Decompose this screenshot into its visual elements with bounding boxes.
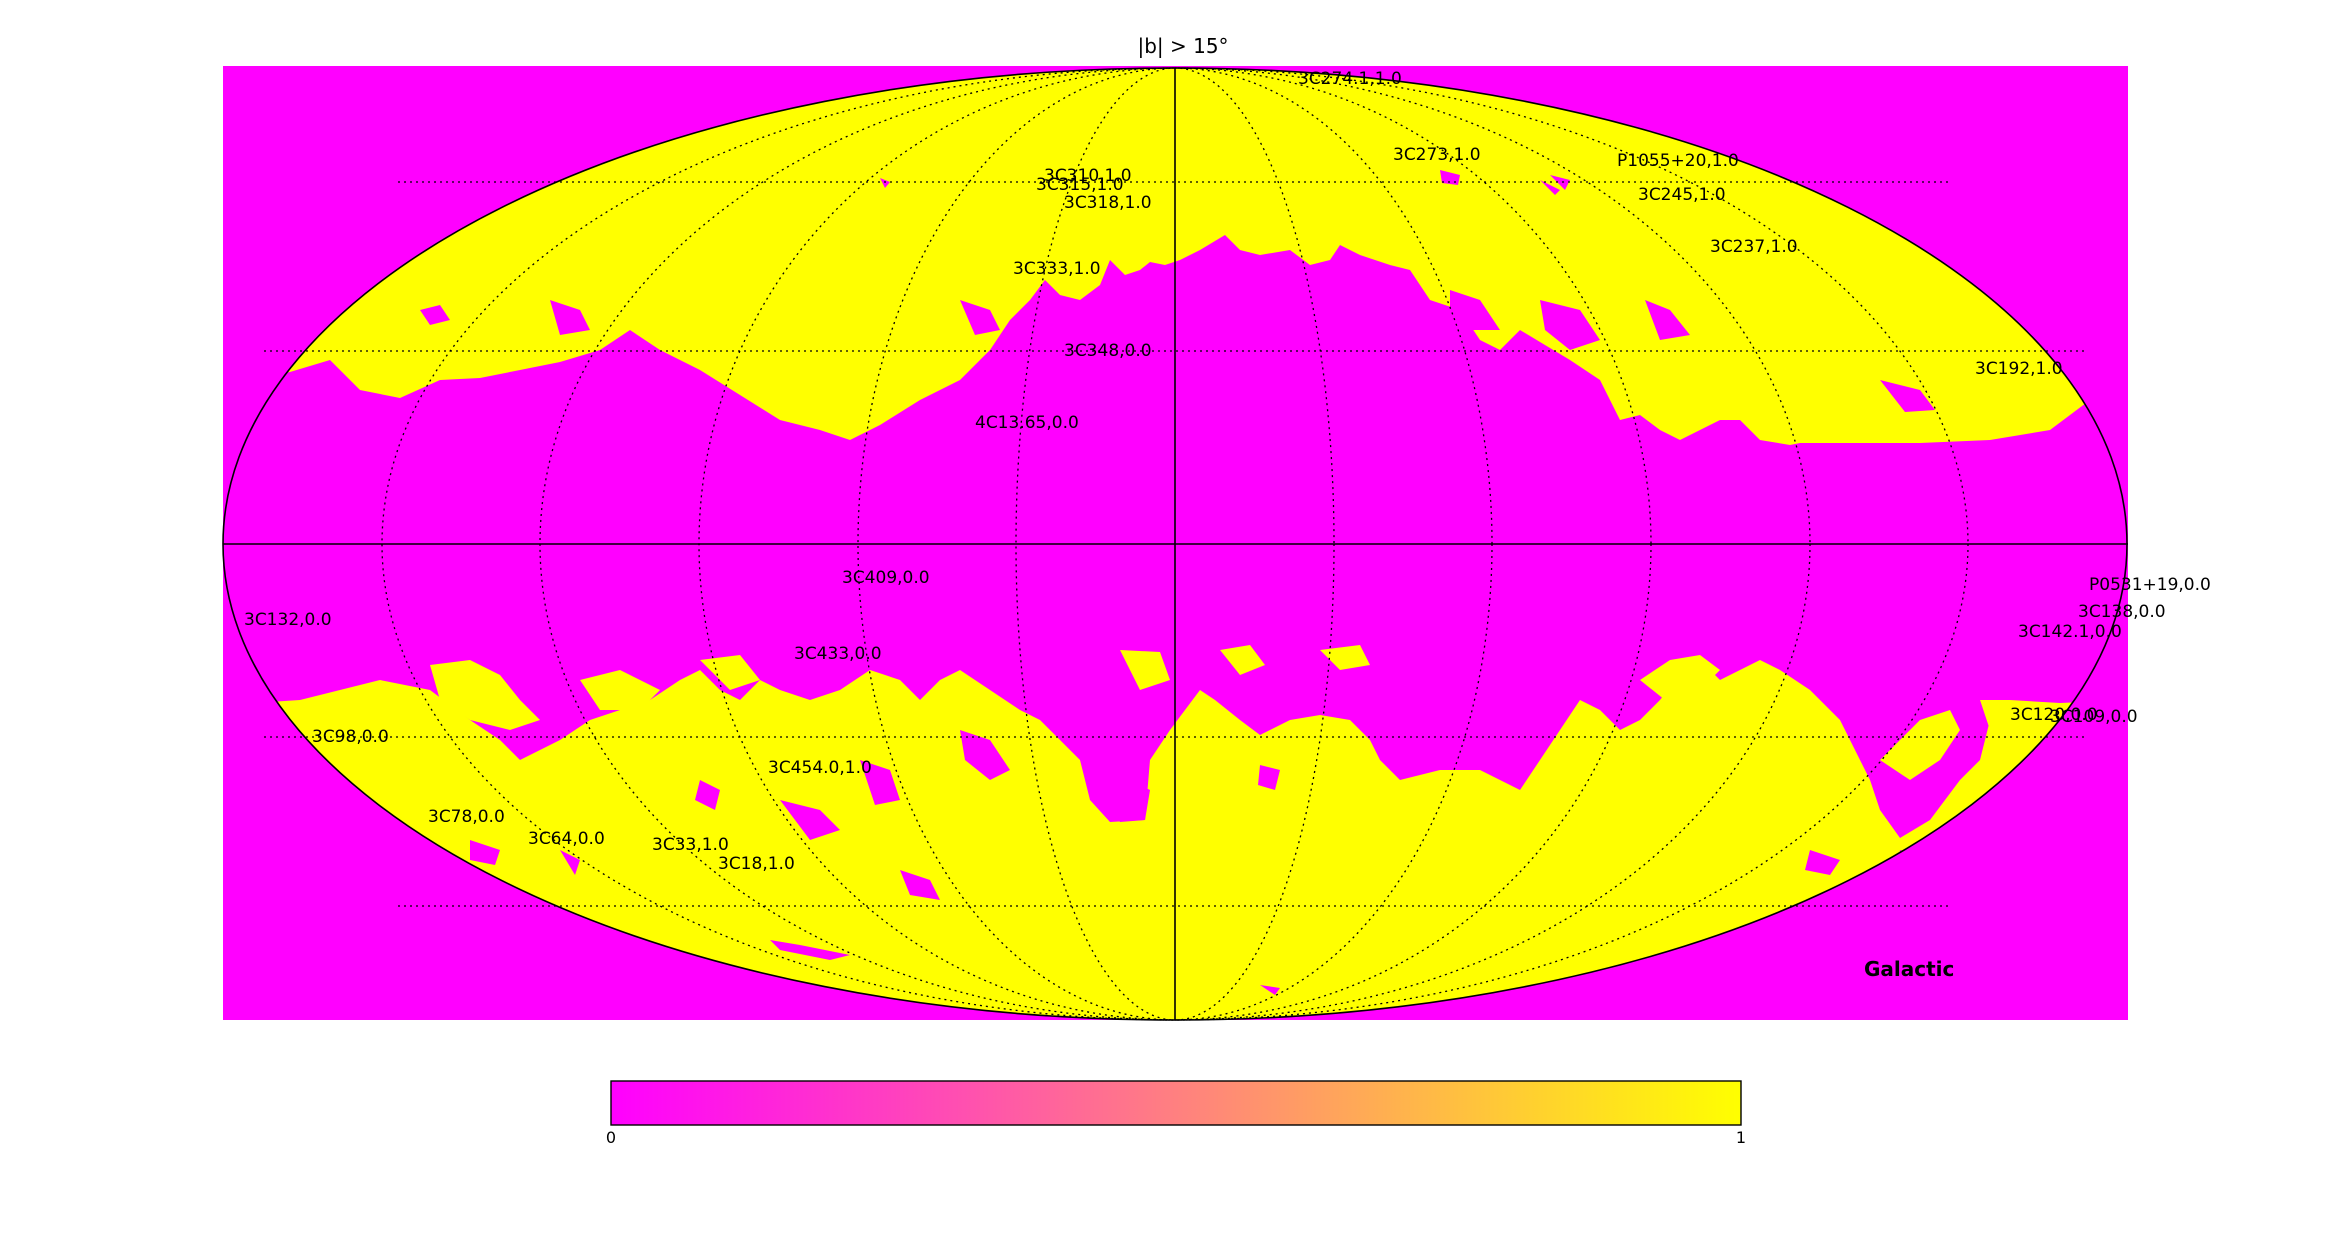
colorbar-min-label: 0 (606, 1128, 616, 1147)
source-label: P1055+20,1.0 (1617, 151, 1739, 171)
source-label: 3C142.1,0.0 (2018, 622, 2122, 642)
source-label: 3C109,0.0 (2050, 707, 2138, 727)
source-label: 3C454.0,1.0 (768, 758, 872, 778)
source-label: 3C33,1.0 (652, 835, 729, 855)
source-label: 3C315,1.0 (1036, 175, 1124, 195)
source-label: 3C273,1.0 (1393, 145, 1481, 165)
source-label: 3C192,1.0 (1975, 359, 2063, 379)
source-label: 3C348,0.0 (1064, 341, 1152, 361)
source-label: 3C78,0.0 (428, 807, 505, 827)
source-label: 3C409,0.0 (842, 568, 930, 588)
coordinate-frame-label: Galactic (1864, 957, 1954, 981)
source-label: 3C245,1.0 (1638, 185, 1726, 205)
source-label: 4C13.65,0.0 (975, 413, 1079, 433)
source-label: 3C64,0.0 (528, 829, 605, 849)
source-label: 3C138,0.0 (2078, 602, 2166, 622)
source-label: 3C18,1.0 (718, 854, 795, 874)
source-label: 3C132,0.0 (244, 610, 332, 630)
colorbar-max-label: 1 (1736, 1128, 1746, 1147)
source-label: 3C274.1,1.0 (1298, 69, 1402, 89)
source-label: 3C433,0.0 (794, 644, 882, 664)
source-label: 3C237,1.0 (1710, 237, 1798, 257)
source-label: 3C333,1.0 (1013, 259, 1101, 279)
colorbar: 0 1 (606, 1081, 1746, 1147)
source-label: 3C318,1.0 (1064, 193, 1152, 213)
source-label: 3C98,0.0 (312, 727, 389, 747)
colorbar-gradient (611, 1081, 1741, 1125)
source-label: P0531+19,0.0 (2089, 575, 2211, 595)
